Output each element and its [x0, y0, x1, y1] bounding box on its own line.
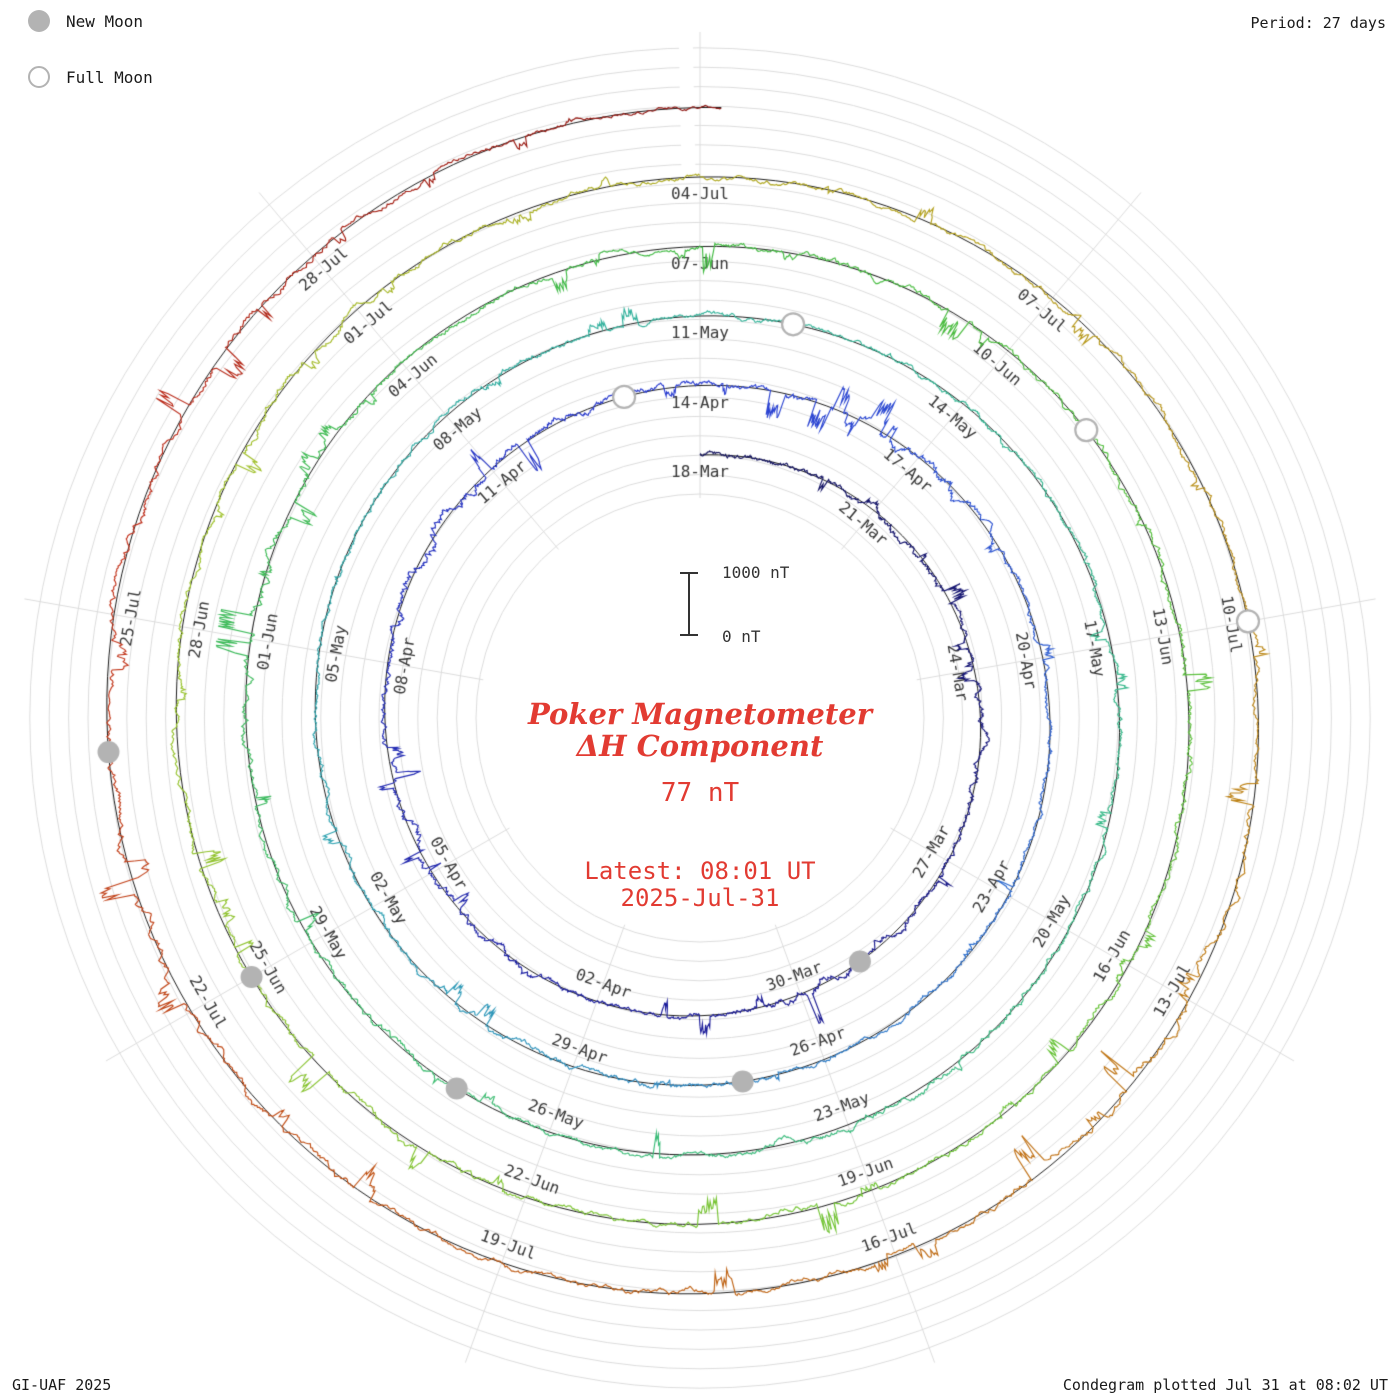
legend-new-moon: New Moon — [28, 10, 143, 32]
plot-title-line1: Poker Magnetometer — [528, 697, 872, 731]
plot-title-line2: ΔH Component — [576, 729, 824, 763]
current-value: 77 nT — [660, 778, 740, 808]
legend-full-moon: Full Moon — [28, 66, 153, 88]
period-label: Period: 27 days — [1250, 14, 1386, 32]
legend-full-moon-label: Full Moon — [66, 67, 153, 87]
scale-bar-max-label: 1000 nT — [722, 563, 790, 582]
scale-bar-stem — [688, 572, 690, 636]
legend-new-moon-label: New Moon — [66, 11, 144, 31]
scale-bar-bottom-cap — [680, 634, 698, 636]
new-moon-icon — [28, 10, 50, 32]
scale-bar: 1000 nT 0 nT — [680, 563, 820, 646]
scale-bar-zero-label: 0 nT — [722, 627, 761, 646]
credit-label: GI-UAF 2025 — [12, 1376, 112, 1394]
plotted-timestamp: Condegram plotted Jul 31 at 08:02 UT — [1062, 1376, 1388, 1394]
full-moon-icon — [28, 66, 50, 88]
latest-date: 2025-Jul-31 — [620, 884, 780, 912]
latest-time: Latest: 08:01 UT — [584, 857, 816, 885]
